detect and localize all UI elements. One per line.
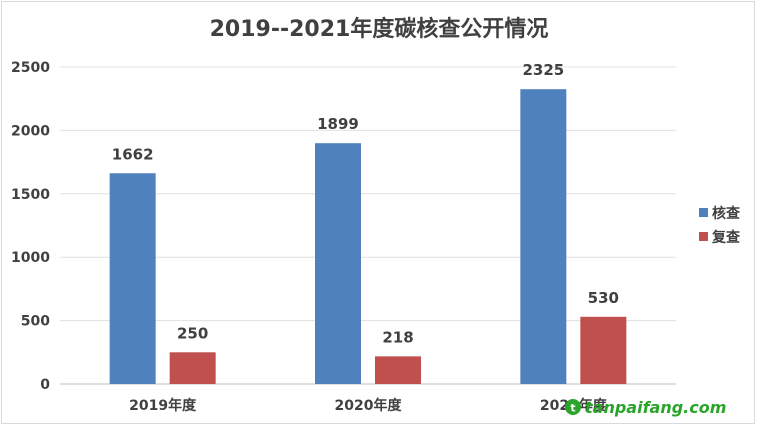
tanpaifang-logo-icon: t — [565, 399, 581, 415]
bar-fucha — [375, 356, 421, 384]
data-label: 1662 — [112, 145, 154, 163]
watermark-text: tanpaifang.com — [585, 398, 726, 417]
bar-hecha — [315, 143, 361, 384]
svg-text:t: t — [570, 402, 575, 415]
legend-swatch — [699, 232, 708, 241]
y-tick-label: 2500 — [11, 60, 50, 76]
data-label: 2325 — [522, 61, 564, 79]
bar-hecha — [109, 173, 156, 384]
x-category-label: 2020年度 — [335, 397, 403, 414]
bar-fucha — [169, 352, 216, 384]
data-label: 218 — [382, 328, 413, 346]
chart-title: 2019--2021年度碳核查公开情况 — [210, 16, 549, 42]
legend-swatch — [699, 208, 708, 217]
y-tick-label: 0 — [40, 377, 50, 393]
y-tick-label: 2000 — [11, 123, 50, 139]
x-axis-categories: 2019年度2020年度2021年度 — [129, 397, 608, 414]
y-tick-label: 1500 — [11, 187, 50, 203]
gridlines — [60, 66, 676, 385]
watermark: t tanpaifang.com — [565, 398, 726, 417]
y-axis-ticks: 0 500 1000 1500 2000 2500 — [11, 60, 50, 393]
data-label: 530 — [588, 289, 619, 307]
legend-label: 核查 — [712, 205, 741, 222]
y-tick-label: 500 — [21, 314, 50, 330]
data-labels: 1662 250 1899 218 2325 530 — [112, 61, 619, 346]
y-tick-label: 1000 — [11, 250, 50, 266]
legend-label: 复查 — [711, 229, 741, 246]
data-label: 1899 — [317, 115, 359, 133]
bar-hecha — [520, 89, 567, 384]
bar-fucha — [580, 316, 627, 384]
x-category-label: 2019年度 — [129, 397, 197, 414]
bars — [109, 89, 627, 384]
data-label: 250 — [177, 324, 208, 342]
